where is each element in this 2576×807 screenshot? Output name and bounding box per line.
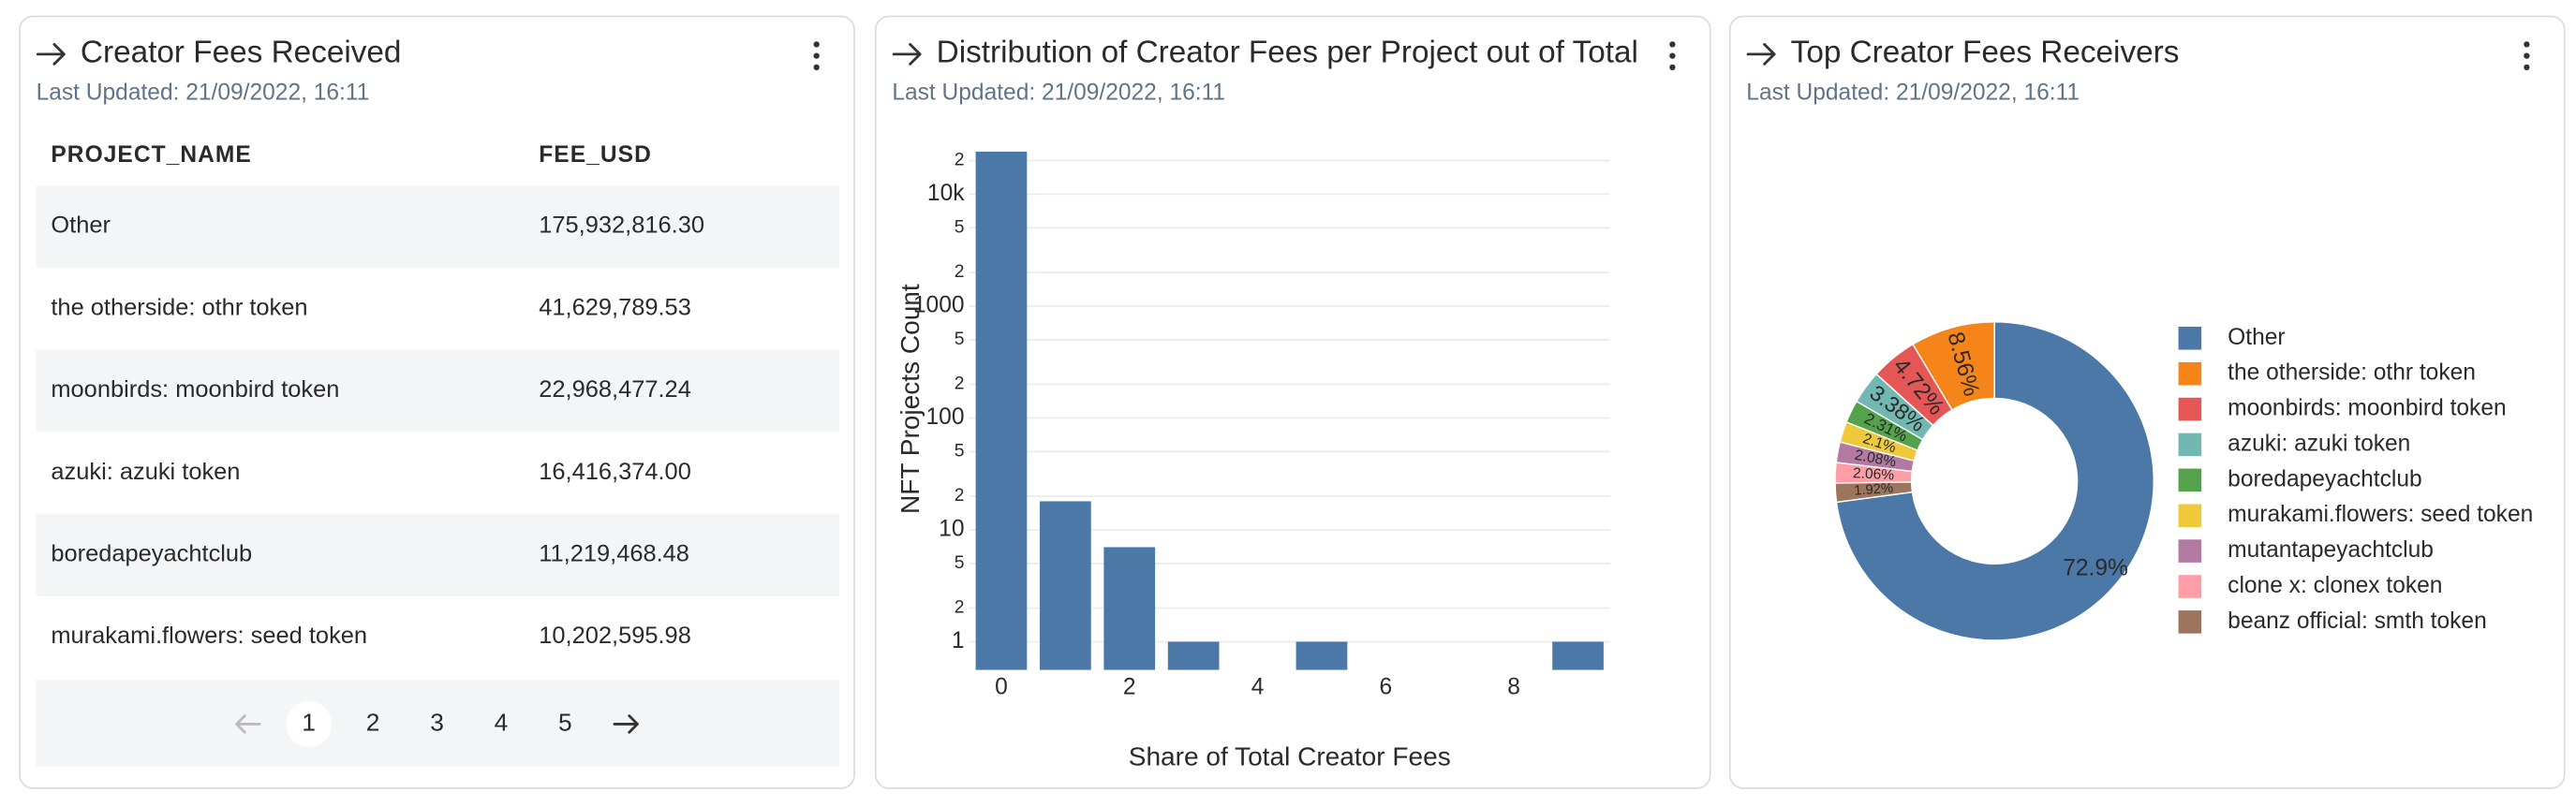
legend-swatch: [2178, 397, 2202, 421]
next-page[interactable]: [613, 714, 639, 734]
arrow-icon[interactable]: [1746, 42, 1776, 66]
table-cell: 22,968,477.24: [539, 376, 691, 403]
column-header: FEE_USD: [539, 142, 652, 168]
table-cell: 16,416,374.00: [539, 459, 691, 485]
page-number[interactable]: 3: [430, 708, 444, 736]
y-tick-label: 2: [955, 151, 965, 170]
panel-title: Top Creator Fees Receivers: [1791, 36, 2180, 70]
menu-icon[interactable]: [2524, 41, 2530, 71]
y-tick-label: 100: [926, 404, 965, 430]
pie-slice: [1834, 481, 1914, 504]
menu-icon[interactable]: [813, 41, 820, 71]
legend-label[interactable]: boredapeyachtclub: [2228, 466, 2421, 492]
legend-swatch: [2178, 504, 2202, 527]
panel-header: Top Creator Fees Receivers Last Updated:…: [1746, 36, 2530, 105]
x-tick-label: 4: [1251, 674, 1265, 699]
y-tick-label: 1000: [913, 292, 965, 317]
legend-swatch: [2178, 468, 2202, 492]
row-background: [36, 513, 840, 596]
legend-label[interactable]: moonbirds: moonbird token: [2228, 396, 2506, 421]
legend-label[interactable]: the otherside: othr token: [2228, 360, 2476, 386]
column-header: PROJECT_NAME: [51, 142, 252, 168]
table-cell: 41,629,789.53: [539, 294, 691, 320]
table-cell: the otherside: othr token: [51, 294, 307, 320]
x-tick-label: 2: [1123, 674, 1136, 699]
row-background: [36, 185, 840, 268]
menu-icon[interactable]: [1669, 41, 1676, 71]
legend-label[interactable]: clone x: clonex token: [2228, 573, 2442, 598]
y-tick-label: 5: [955, 218, 965, 238]
bar: [975, 151, 1028, 670]
x-axis-title: Share of Total Creator Fees: [1129, 742, 1451, 771]
page-number[interactable]: 4: [495, 708, 509, 736]
bar: [1552, 641, 1604, 670]
y-tick-label: 2: [955, 374, 965, 394]
legend-label[interactable]: murakami.flowers: seed token: [2228, 502, 2533, 527]
panel-title: Creator Fees Received: [81, 36, 402, 70]
slice-label: 2.06%: [1852, 465, 1894, 483]
table-cell: 10,202,595.98: [539, 623, 691, 649]
legend-swatch: [2178, 327, 2202, 350]
y-axis-title: NFT Projects Count: [896, 284, 925, 514]
table-cell: boredapeyachtclub: [51, 541, 252, 567]
legend-label[interactable]: mutantapeyachtclub: [2228, 537, 2434, 563]
table-cell: azuki: azuki token: [51, 459, 240, 485]
pie-slice: [1835, 321, 2154, 641]
table-cell: 11,219,468.48: [539, 541, 689, 567]
panel-header: Distribution of Creator Fees per Project…: [892, 36, 1676, 105]
bar: [1167, 641, 1220, 670]
slice-label: 1.92%: [1854, 481, 1894, 499]
legend-swatch: [2178, 575, 2202, 598]
legend-label[interactable]: azuki: azuki token: [2228, 431, 2410, 456]
pagination-bar: [36, 680, 840, 768]
table-cell: 175,932,816.30: [539, 213, 704, 239]
panel-subtitle: Last Updated: 21/09/2022, 16:11: [1746, 80, 2080, 105]
legend-swatch: [2178, 361, 2202, 386]
page-number[interactable]: 5: [558, 708, 572, 736]
arrow-icon[interactable]: [892, 42, 922, 66]
y-tick-label: 1: [952, 628, 965, 653]
legend-swatch: [2178, 433, 2202, 457]
legend-swatch: [2178, 610, 2202, 634]
y-tick-label: 10k: [927, 181, 965, 206]
y-tick-label: 2: [955, 598, 965, 618]
panel-title: Distribution of Creator Fees per Project…: [937, 36, 1638, 70]
x-tick-label: 6: [1380, 674, 1393, 699]
y-tick-label: 5: [955, 442, 965, 462]
prev-page[interactable]: [235, 714, 261, 734]
x-tick-label: 8: [1507, 674, 1520, 699]
active-page: [286, 700, 333, 747]
arrow-icon[interactable]: [36, 42, 66, 66]
x-tick-label: 0: [995, 674, 1008, 699]
y-tick-label: 2: [955, 486, 965, 506]
panel-subtitle: Last Updated: 21/09/2022, 16:11: [892, 80, 1225, 105]
y-tick-label: 10: [939, 516, 964, 541]
legend-label[interactable]: Other: [2228, 325, 2285, 350]
slice-label: 72.9%: [2063, 556, 2128, 581]
panel-header: Creator Fees Received Last Updated: 21/0…: [36, 36, 820, 105]
table-cell: moonbirds: moonbird token: [51, 376, 339, 403]
y-tick-label: 2: [955, 262, 965, 282]
page-number[interactable]: 1: [302, 708, 316, 736]
page-number[interactable]: 2: [366, 708, 380, 736]
panel-subtitle: Last Updated: 21/09/2022, 16:11: [37, 80, 370, 105]
legend-label[interactable]: beanz official: smth token: [2228, 609, 2487, 634]
bar: [1295, 641, 1348, 670]
y-tick-label: 5: [955, 330, 965, 349]
table-cell: murakami.flowers: seed token: [51, 623, 367, 649]
bar: [1039, 501, 1091, 670]
y-tick-label: 5: [955, 553, 965, 573]
bar: [1103, 547, 1156, 670]
table-cell: Other: [51, 213, 111, 239]
row-background: [36, 349, 840, 433]
legend-swatch: [2178, 539, 2202, 563]
